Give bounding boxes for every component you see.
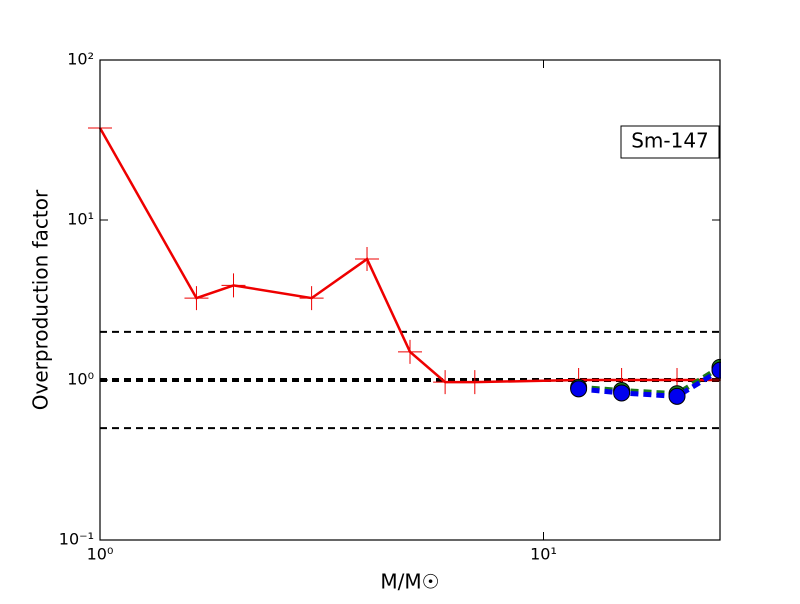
y-tick-label: 10¹ (67, 210, 94, 229)
marker (184, 286, 209, 311)
plot-frame (99, 59, 721, 541)
marker (221, 273, 246, 298)
marker (355, 247, 380, 272)
marker (613, 384, 631, 402)
series-line (578, 368, 722, 399)
right-mask (721, 0, 800, 600)
x-tick-label: 10⁰ (87, 545, 114, 564)
marker (462, 370, 487, 395)
marker (570, 380, 588, 398)
marker (299, 286, 324, 311)
series-line (578, 365, 722, 397)
marker (668, 387, 686, 405)
x-tick-label: 10¹ (530, 545, 557, 564)
marker (398, 339, 422, 364)
annotation-box (620, 125, 720, 159)
marker (433, 370, 458, 395)
y-tick-label: 10⁰ (67, 370, 94, 389)
y-tick-label: 10⁻¹ (59, 530, 94, 549)
x-axis-label: M/M☉ (380, 570, 439, 594)
y-axis-label: Overproduction factor (29, 189, 53, 410)
annotation: Sm-147 (631, 129, 709, 153)
y-tick-label: 10² (67, 50, 94, 69)
